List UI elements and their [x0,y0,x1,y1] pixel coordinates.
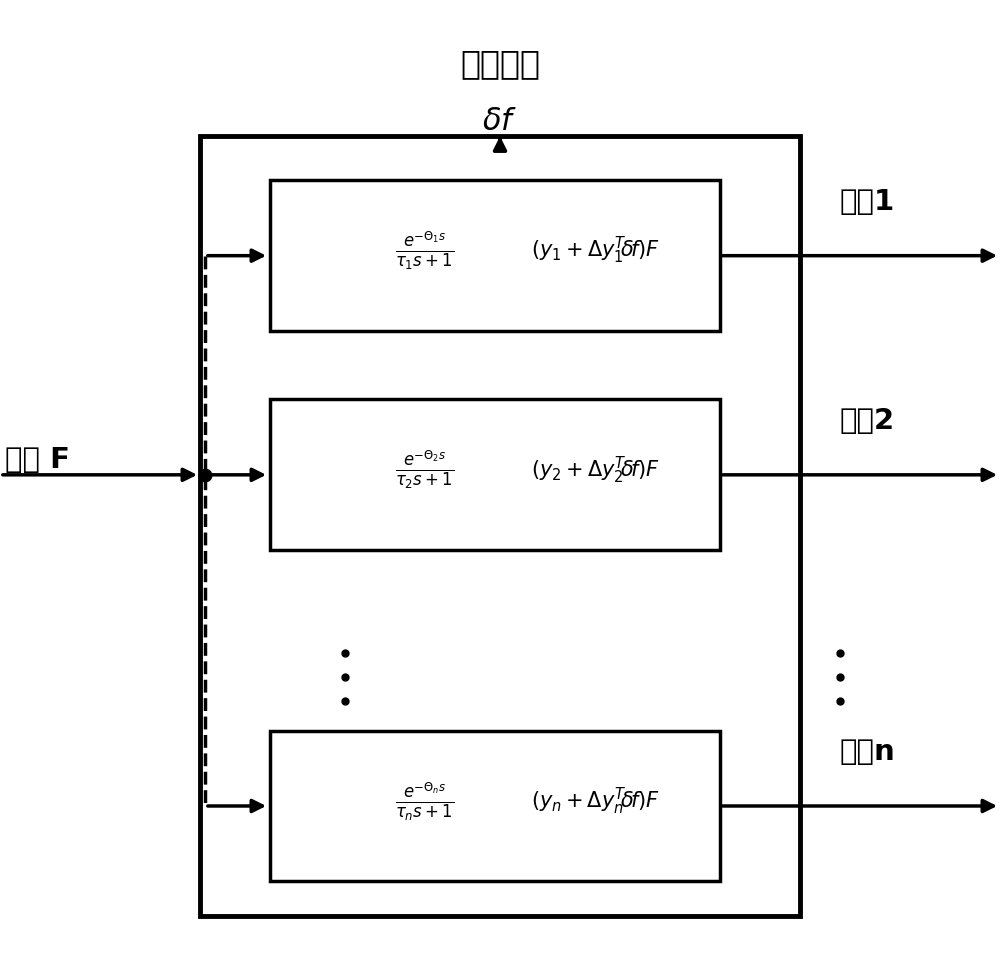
Text: $\delta f$: $\delta f$ [482,107,518,136]
Text: 产品1: 产品1 [840,188,895,216]
Text: 产品n: 产品n [840,738,896,767]
Text: $\frac{e^{-\Theta_n s}}{\tau_n s+1}$: $\frac{e^{-\Theta_n s}}{\tau_n s+1}$ [395,779,455,823]
FancyBboxPatch shape [270,399,720,550]
Text: $\frac{e^{-\Theta_1 s}}{\tau_1 s+1}$: $\frac{e^{-\Theta_1 s}}{\tau_1 s+1}$ [395,229,455,273]
Text: $\frac{e^{-\Theta_2 s}}{\tau_2 s+1}$: $\frac{e^{-\Theta_2 s}}{\tau_2 s+1}$ [395,448,455,492]
FancyBboxPatch shape [270,730,720,881]
Text: $(y_2+\Delta y_2^T\!\delta\!f)F$: $(y_2+\Delta y_2^T\!\delta\!f)F$ [531,454,659,486]
Text: $(y_1+\Delta y_1^T\!\delta\!f)F$: $(y_1+\Delta y_1^T\!\delta\!f)F$ [531,235,659,267]
Text: 馈送 F: 馈送 F [5,446,70,474]
Text: $(y_n+\Delta y_n^T\!\delta\!f)F$: $(y_n+\Delta y_n^T\!\delta\!f)F$ [531,785,659,817]
Text: 产品2: 产品2 [840,407,895,435]
FancyBboxPatch shape [200,136,800,916]
FancyBboxPatch shape [270,180,720,331]
Text: 产率因子: 产率因子 [460,47,540,80]
